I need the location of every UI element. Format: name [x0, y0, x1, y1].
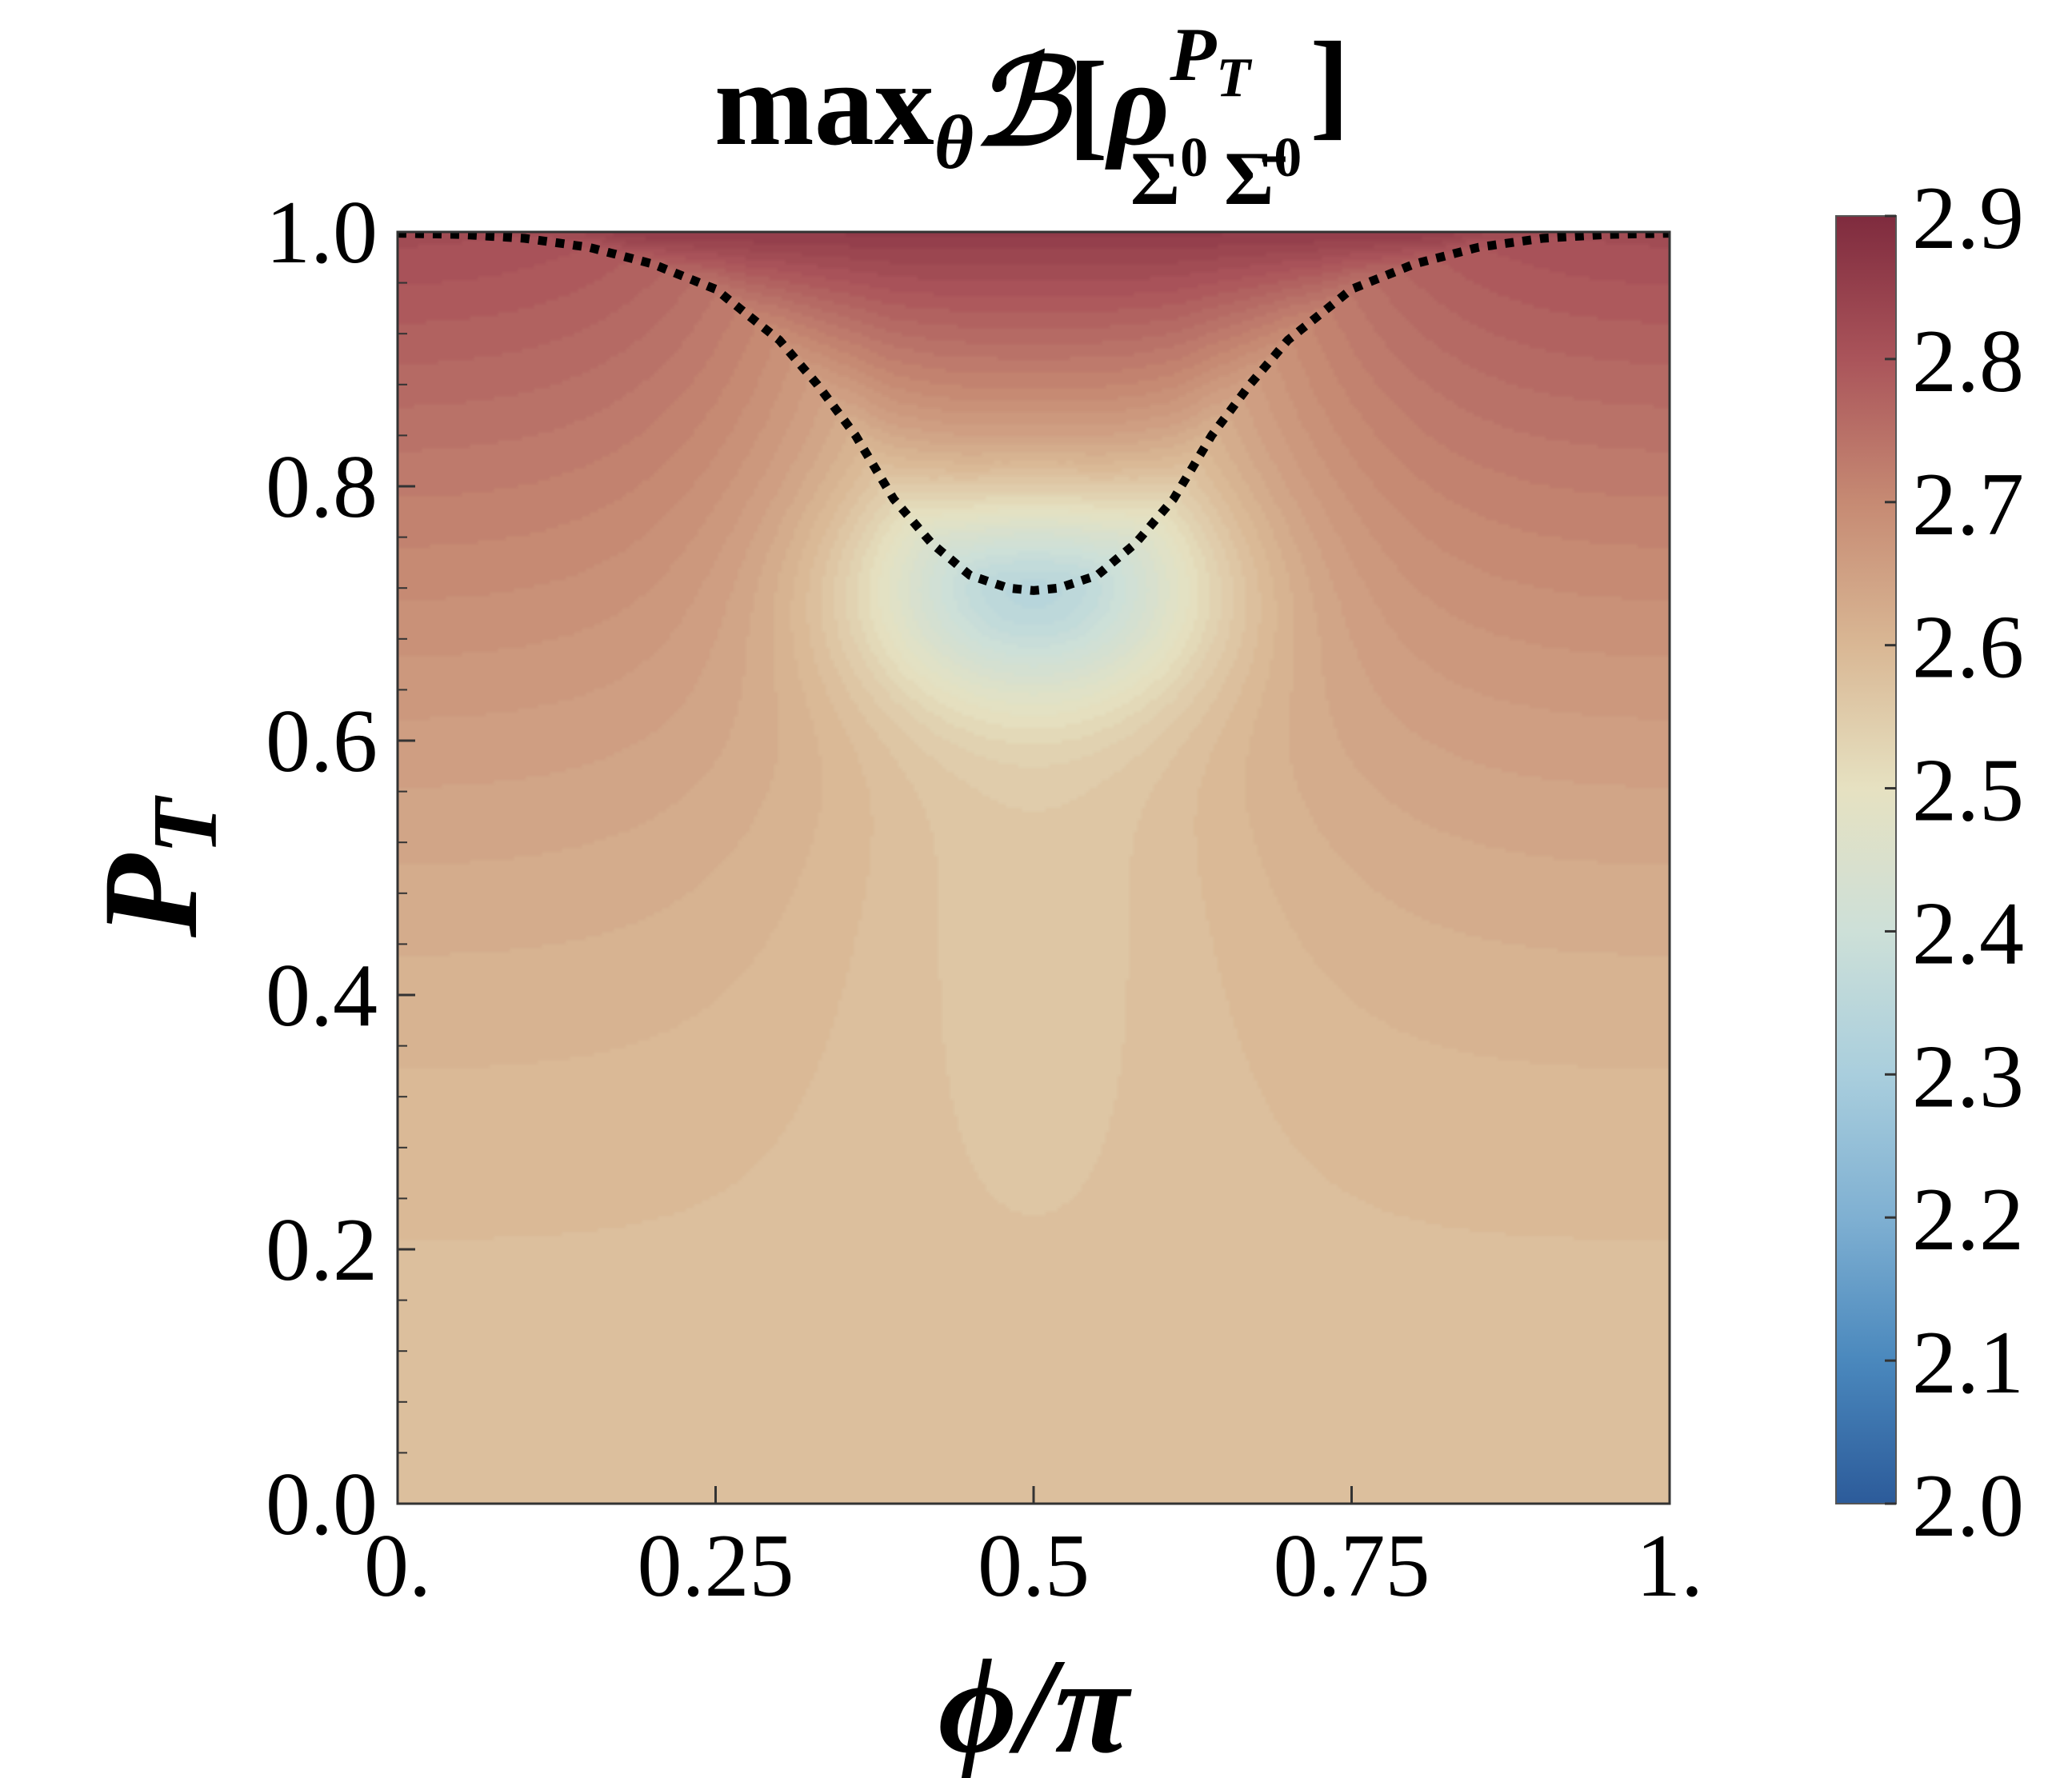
y-tick-label: 0.2	[266, 1201, 378, 1300]
colorbar-tick-label: 2.1	[1912, 1313, 2024, 1412]
boundary-curve	[398, 232, 1670, 595]
title-script-b: ℬ	[974, 38, 1078, 170]
colorbar	[1835, 215, 1897, 1504]
x-tick-label: 1.	[1636, 1516, 1703, 1616]
x-tick-label: 0.75	[1274, 1516, 1430, 1616]
y-axis-label-sub: T	[134, 794, 236, 854]
colorbar-tick-label: 2.5	[1912, 741, 2024, 841]
colorbar-tick-label: 2.9	[1912, 169, 2024, 268]
x-tick-label: 0.5	[978, 1516, 1090, 1616]
title-open-bracket: [	[1068, 38, 1108, 170]
x-tick-label: 0.	[364, 1516, 431, 1616]
title-sup-p: P	[1169, 12, 1217, 97]
x-axis-label: ϕ/π	[938, 1631, 1133, 1778]
y-tick-label: 0.8	[266, 438, 378, 537]
x-tick-label: 0.25	[638, 1516, 794, 1616]
colorbar-tick-label: 2.3	[1912, 1027, 2024, 1126]
title-sub-sigma: Σ	[1130, 136, 1180, 221]
y-tick-label: 1.0	[266, 183, 378, 282]
y-tick-label: 0.6	[266, 692, 378, 791]
colorbar-tick-label: 2.2	[1912, 1170, 2024, 1269]
colorbar-tick-label: 2.7	[1912, 455, 2024, 554]
x-axis-ticks: 0. 0.25 0.5 0.75 1.	[364, 1486, 1703, 1616]
y-axis-ticks: 0.0 0.2 0.4 0.6 0.8 1.0	[266, 183, 415, 1554]
y-tick-label: 0.4	[266, 946, 378, 1045]
svg-text:PT: PT	[75, 794, 236, 938]
heatmap-area	[398, 232, 1670, 1504]
colorbar-tick-label: 2.4	[1912, 884, 2024, 983]
title-max: max	[714, 38, 934, 170]
title-sub-theta: θ	[934, 100, 974, 185]
colorbar-tick-label: 2.8	[1912, 312, 2024, 411]
title-sup-t: T	[1216, 47, 1253, 109]
y-axis-minor-ticks	[398, 231, 407, 1504]
colorbar-ticks: 2.0 2.1 2.2 2.3 2.4 2.5 2.6 2.7 2.8 2.9	[1885, 169, 2024, 1556]
title-rho: ρ	[1105, 38, 1170, 170]
y-axis-label-main: P	[75, 853, 226, 938]
colorbar-tick-label: 2.0	[1912, 1456, 2024, 1556]
y-axis-label: PT	[75, 794, 236, 938]
chart-title: maxθℬ[ρPT Σ0 Σ̄0]	[714, 12, 1350, 221]
title-sub-zero2: 0	[1274, 127, 1302, 189]
title-sub-zero1: 0	[1180, 127, 1208, 189]
colorbar-tick-label: 2.6	[1912, 598, 2024, 697]
y-tick-label: 0.0	[266, 1455, 378, 1554]
title-close-bracket: ]	[1310, 18, 1350, 150]
